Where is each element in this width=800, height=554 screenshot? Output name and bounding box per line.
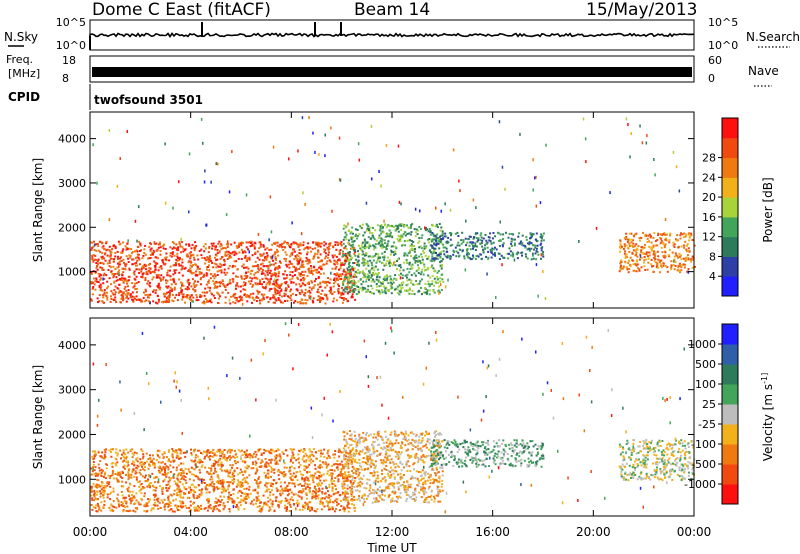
freq-label: Freq. — [6, 53, 33, 66]
freq-tick-bottom: 8 — [62, 72, 69, 85]
colorbar-frame — [721, 117, 739, 297]
time-tick-label: 04:00 — [173, 525, 208, 539]
y-tick-label: 4000 — [58, 133, 86, 146]
colorbar-segment — [722, 177, 738, 198]
colorbar-segment — [722, 424, 738, 445]
y-tick-label: 3000 — [58, 177, 86, 190]
colorbar-segment — [722, 157, 738, 178]
velocity-y-axis-label: Slant Range [km] — [31, 365, 45, 469]
colorbar-segment — [722, 276, 738, 297]
noise-panel: N.Sky 10^5 10^0 10^5 10^0 N.Search — [4, 16, 800, 52]
freq-panel: Freq. [MHz] 18 8 60 0 Nave — [6, 53, 779, 87]
colorbar-tick-label: 24 — [702, 171, 716, 184]
beam-title: Beam 14 — [354, 0, 431, 20]
freq-tick-top: 18 — [62, 54, 76, 67]
velocity-echoes — [90, 322, 696, 514]
nave-label: Nave — [748, 64, 779, 78]
power-colorbar-label: Power [dB] — [761, 177, 775, 242]
echo-region — [618, 231, 696, 274]
colorbar-segment — [722, 118, 738, 139]
colorbar-tick-label: 28 — [702, 152, 716, 165]
time-tick-label: 12:00 — [375, 525, 410, 539]
time-tick-label: 00:00 — [73, 525, 108, 539]
echo-region — [429, 231, 545, 261]
colorbar-segment — [722, 344, 738, 365]
y-tick-label: 3000 — [58, 384, 86, 397]
colorbar-tick-label: 4 — [709, 270, 716, 283]
colorbar-segment — [722, 364, 738, 385]
colorbar-tick-label: -25 — [698, 418, 716, 431]
colorbar-segment — [722, 384, 738, 405]
power-y-ticks: 1000 2000 3000 4000 — [58, 133, 694, 279]
echo-region — [90, 240, 357, 305]
colorbar-tick-label: 1000 — [688, 338, 716, 351]
colorbar-tick-label: 500 — [695, 358, 716, 371]
echo-region — [429, 439, 545, 468]
nsky-tick-bottom: 10^0 — [56, 39, 86, 52]
colorbar-tick-label: 25 — [702, 398, 716, 411]
time-axis-label: Time UT — [366, 541, 417, 554]
power-echoes — [90, 116, 696, 306]
velocity-colorbar: -1000 -500 -100 -25 25 100 500 1000 — [684, 323, 739, 505]
power-panel: 1000 2000 3000 4000 Slant Range [km] 4 8 12 16… — [31, 111, 775, 309]
y-tick-label: 4000 — [58, 339, 86, 352]
colorbar-tick-label: 12 — [702, 231, 716, 244]
colorbar-segment — [722, 137, 738, 159]
y-tick-label: 2000 — [58, 221, 86, 234]
colorbar-tick-label: 16 — [702, 211, 716, 224]
time-tick-label: 08:00 — [274, 525, 309, 539]
station-title: Dome C East (fitACF) — [92, 0, 271, 20]
colorbar-segment — [722, 484, 738, 505]
echo-region — [341, 222, 445, 296]
colorbar-segment — [722, 216, 738, 238]
nsearch-tick-top: 10^5 — [708, 16, 738, 29]
echo-region — [90, 447, 357, 513]
colorbar-segment — [722, 464, 738, 485]
date-title: 15/May/2013 — [586, 0, 698, 20]
colorbar-segment — [722, 324, 738, 345]
nsky-label: N.Sky — [4, 30, 38, 44]
time-tick-label: 16:00 — [475, 525, 510, 539]
y-tick-label: 2000 — [58, 428, 86, 441]
nave-tick-top: 60 — [708, 54, 722, 67]
y-tick-label: 1000 — [58, 473, 86, 486]
nsearch-tick-bottom: 10^0 — [708, 39, 738, 52]
nsky-tick-top: 10^5 — [56, 16, 86, 29]
time-tick-label: 00:00 — [677, 525, 712, 539]
echo-region — [341, 430, 444, 504]
sparse-echoes — [92, 322, 690, 514]
colorbar-tick-label: 8 — [709, 250, 716, 263]
freq-unit-label: [MHz] — [8, 67, 40, 80]
colorbar-segment — [722, 256, 738, 277]
colorbar-tick-label: -100 — [691, 438, 716, 451]
velocity-colorbar-label: Velocity [m s-1] — [760, 373, 775, 461]
colorbar-tick-label: 100 — [695, 378, 716, 391]
sparse-echoes — [92, 116, 689, 306]
colorbar-segment — [722, 404, 738, 425]
nsearch-label: N.Search — [746, 30, 800, 44]
colorbar-segment — [722, 236, 738, 257]
time-tick-label: 20:00 — [576, 525, 611, 539]
cpid-program: twofsound 3501 — [94, 93, 203, 107]
colorbar-frame — [721, 323, 739, 505]
velocity-y-ticks: 1000 2000 3000 4000 — [58, 339, 694, 486]
freq-nave-band — [92, 67, 692, 77]
colorbar-tick-label: -500 — [691, 458, 716, 471]
freq-panel-frame — [89, 55, 695, 83]
colorbar-tick-label: -1000 — [684, 478, 716, 491]
power-y-axis-label: Slant Range [km] — [31, 158, 45, 262]
cpid-label: CPID — [8, 90, 40, 104]
colorbar-segment — [722, 197, 738, 218]
time-axis: 00:00 04:00 08:00 12:00 16:00 20:00 00:00 — [73, 112, 712, 539]
noise-trace — [89, 22, 695, 50]
colorbar-segment — [722, 444, 738, 465]
y-tick-label: 1000 — [58, 266, 86, 279]
nave-tick-bottom: 0 — [708, 72, 715, 85]
colorbar-tick-label: 20 — [702, 191, 716, 204]
power-colorbar: 4 8 12 16 20 24 28 — [702, 117, 739, 297]
